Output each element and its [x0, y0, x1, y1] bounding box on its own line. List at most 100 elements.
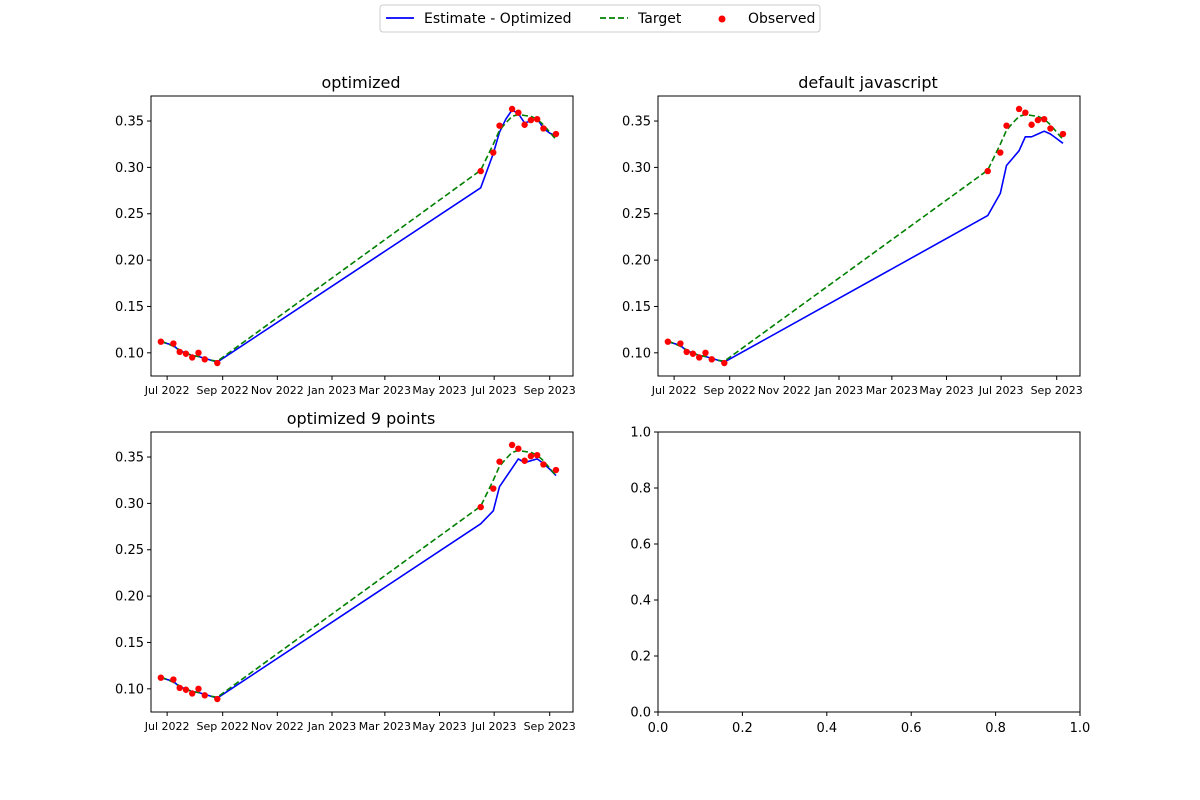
observed-point — [533, 451, 541, 459]
observed-point — [1022, 109, 1029, 116]
y-tick-label: 0.15 — [115, 636, 144, 651]
observed-point — [677, 340, 684, 347]
observed-point — [477, 503, 484, 511]
subplot-optimized: optimized 0.10 0.15 0.20 0.25 0.30 0.35 Jul 20… — [115, 73, 576, 397]
observed-point — [540, 461, 547, 468]
observed-point — [214, 359, 221, 367]
y-tick-label: 0.20 — [115, 590, 144, 605]
x-tick-label: 0.2 — [732, 721, 753, 736]
subplot-default-javascript: default javascript 0.10 0.15 0.20 0.25 0.30 0… — [622, 73, 1083, 397]
observed-point — [214, 695, 221, 703]
observed-point — [170, 676, 177, 683]
legend-swatch-observed — [718, 15, 726, 23]
x-tick-label: 0.6 — [901, 721, 922, 736]
y-tick-label: 0.10 — [115, 682, 144, 697]
observed-point — [182, 686, 190, 693]
y-tick-label: 0.35 — [115, 115, 144, 130]
y-tick-label: 0.30 — [622, 161, 651, 176]
x-tick-label: Nov 2022 — [251, 384, 304, 397]
x-tick-label: Sep 2023 — [1031, 384, 1083, 397]
subplot-title: default javascript — [798, 73, 938, 92]
observed-point — [157, 674, 165, 681]
x-tick-label: Nov 2022 — [251, 720, 304, 733]
observed-point — [1059, 130, 1067, 138]
observed-point — [477, 167, 484, 175]
subplot-title: optimized 9 points — [287, 409, 436, 428]
x-tick-label: Jan 2023 — [307, 720, 356, 733]
observed-point — [195, 685, 202, 693]
x-tick-label: Sep 2022 — [197, 720, 249, 733]
x-tick-label: May 2023 — [919, 384, 973, 397]
observed-point — [496, 458, 503, 465]
observed-point — [721, 359, 728, 367]
plot-frame — [657, 95, 1081, 377]
y-tick-label: 0.20 — [115, 254, 144, 269]
x-tick-label: Jul 2023 — [978, 384, 1024, 397]
observed-point — [1034, 116, 1042, 124]
observed-point — [702, 349, 709, 357]
y-tick-label: 0.8 — [630, 482, 651, 497]
x-tick-label: Jul 2022 — [144, 384, 190, 397]
observed-point — [496, 122, 503, 129]
observed-point — [984, 167, 991, 175]
y-tick-label: 0.30 — [115, 161, 144, 176]
x-tick-label: Sep 2023 — [524, 720, 576, 733]
y-tick-label: 0.35 — [115, 451, 144, 466]
y-tick-label: 0.4 — [630, 594, 651, 609]
observed-point — [508, 441, 516, 449]
observed-point — [1015, 105, 1023, 113]
observed-point — [490, 485, 497, 492]
estimate-optimized-line — [160, 458, 557, 699]
y-tick-label: 0.35 — [622, 115, 651, 130]
observed-point — [515, 445, 522, 452]
x-tick-label: Jan 2023 — [307, 384, 356, 397]
observed-point — [689, 350, 697, 357]
x-tick-label: Mar 2023 — [359, 720, 411, 733]
estimate-optimized-line — [160, 109, 557, 363]
observed-point — [527, 116, 535, 124]
observed-point — [182, 350, 190, 357]
y-tick-label: 0.20 — [622, 254, 651, 269]
x-tick-label: Jul 2023 — [471, 720, 517, 733]
x-tick-label: Jul 2022 — [651, 384, 697, 397]
x-tick-label: Sep 2022 — [704, 384, 756, 397]
x-tick-label: Sep 2022 — [197, 384, 249, 397]
observed-point — [189, 354, 196, 361]
observed-point — [195, 349, 202, 357]
x-tick-label: 0.4 — [816, 721, 837, 736]
target-line — [160, 449, 557, 699]
observed-point — [533, 115, 541, 123]
y-tick-label: 0.0 — [630, 706, 651, 721]
observed-point — [708, 356, 715, 363]
observed-point — [1047, 125, 1054, 132]
observed-point — [552, 466, 560, 474]
y-tick-label: 0.10 — [115, 346, 144, 361]
y-tick-label: 0.10 — [622, 346, 651, 361]
observed-point — [176, 348, 183, 356]
y-tick-label: 0.25 — [115, 207, 144, 222]
y-tick-label: 0.15 — [115, 300, 144, 315]
observed-point — [157, 338, 165, 345]
observed-point — [1003, 122, 1010, 129]
observed-point — [540, 125, 547, 132]
x-tick-label: Mar 2023 — [866, 384, 918, 397]
x-tick-label: 0.0 — [648, 721, 669, 736]
target-line — [667, 113, 1064, 363]
observed-point — [1028, 121, 1035, 128]
plot-frame — [657, 431, 1081, 713]
legend-label-estimate: Estimate - Optimized — [424, 11, 571, 27]
plot-frame — [150, 431, 574, 713]
estimate-optimized-line — [667, 130, 1064, 363]
subplot-title: optimized — [321, 73, 400, 92]
x-tick-label: May 2023 — [412, 720, 466, 733]
x-tick-label: 1.0 — [1070, 721, 1091, 736]
observed-point — [997, 149, 1004, 156]
x-tick-label: Jul 2023 — [471, 384, 517, 397]
observed-point — [170, 340, 177, 347]
observed-point — [696, 354, 703, 361]
legend-label-observed: Observed — [748, 11, 815, 27]
observed-point — [201, 692, 208, 699]
observed-point — [521, 121, 528, 128]
observed-point — [683, 348, 690, 356]
